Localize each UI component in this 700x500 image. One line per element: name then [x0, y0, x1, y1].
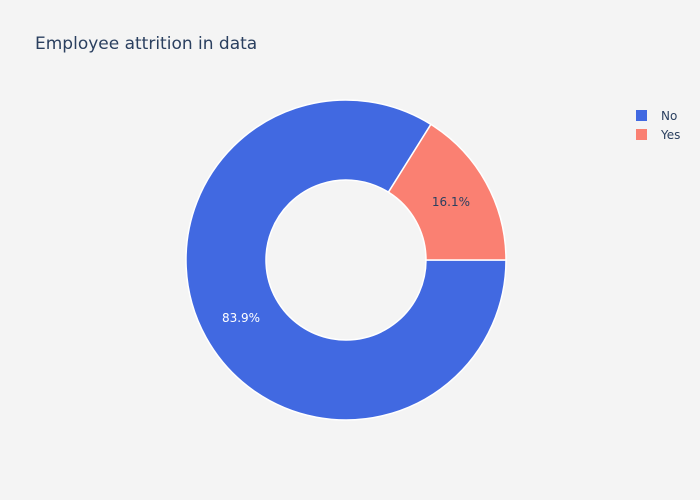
slice-label-no: 83.9% — [222, 311, 260, 325]
legend-swatch-yes — [636, 129, 647, 140]
slice-yes[interactable] — [387, 123, 507, 261]
legend-label-yes: Yes — [661, 127, 681, 142]
legend-item-no[interactable]: No — [636, 106, 680, 125]
legend[interactable]: No Yes — [636, 106, 680, 144]
legend-item-yes[interactable]: Yes — [636, 125, 680, 144]
chart-title: Employee attrition in data — [35, 34, 258, 54]
slice-no[interactable] — [185, 99, 507, 421]
legend-swatch-no — [636, 110, 647, 121]
slice-label-yes: 16.1% — [432, 195, 470, 209]
legend-label-no: No — [661, 108, 678, 123]
